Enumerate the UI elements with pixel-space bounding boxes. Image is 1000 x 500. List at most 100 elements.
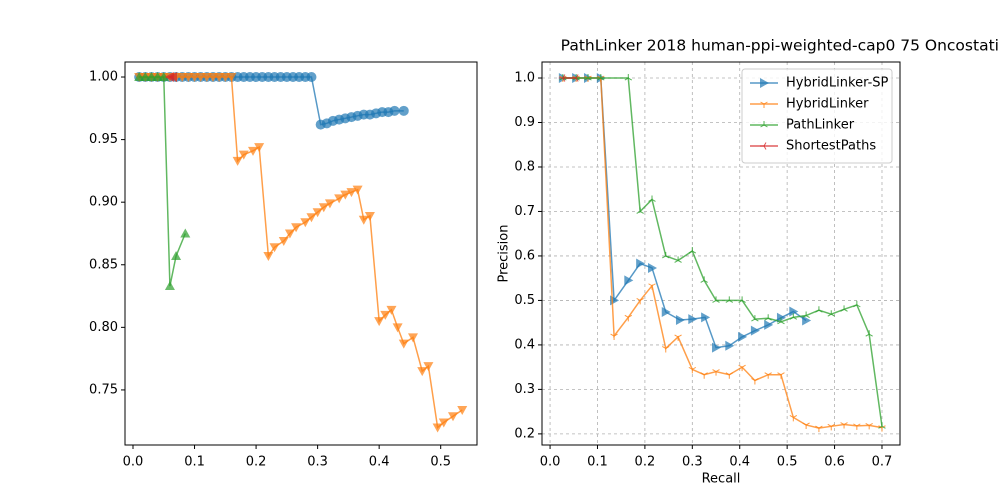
marker [636, 258, 646, 269]
marker [334, 194, 345, 204]
x-tick-label: 0.3 [682, 455, 703, 470]
marker [789, 414, 798, 422]
series-line [139, 76, 187, 287]
marker [164, 281, 175, 291]
marker [438, 418, 449, 428]
marker [248, 146, 258, 156]
marker [352, 185, 363, 195]
marker [738, 331, 748, 342]
y-tick-label: 0.6 [514, 248, 535, 263]
series-line [562, 77, 883, 429]
marker [448, 412, 458, 422]
marker [300, 218, 311, 228]
marker [648, 262, 658, 273]
marker [802, 422, 810, 429]
marker [597, 74, 605, 81]
y-tick-label: 0.7 [514, 204, 535, 219]
marker [853, 300, 861, 308]
marker [457, 405, 468, 415]
marker [661, 306, 671, 317]
y-tick-label: 0.95 [89, 132, 118, 147]
marker [408, 333, 418, 343]
marker [777, 372, 785, 379]
marker [725, 340, 735, 351]
chart-title: PathLinker 2018 human-ppi-weighted-cap0 … [561, 37, 1000, 55]
marker [324, 199, 335, 209]
x-tick-label: 0.6 [824, 455, 845, 470]
marker [318, 203, 329, 213]
marker [662, 346, 670, 353]
marker [712, 369, 720, 376]
x-axis-label: Recall [702, 472, 741, 487]
axes: 0.0 0.1 0.2 0.3 0.4 0.5 0.75 0.80 0.85 0.90 0.95 1.… [89, 61, 478, 470]
marker [751, 315, 759, 322]
marker [358, 215, 369, 225]
series-line [139, 76, 463, 429]
axes: 0.0 0.1 0.2 0.3 0.4 0.5 0.6 0.7 0.2 0.3 0.4 0.5 0.6 0… [497, 37, 1000, 487]
marker [662, 251, 670, 259]
marker [648, 283, 656, 290]
marker [840, 422, 848, 429]
y-tick-label: 0.75 [89, 382, 118, 397]
marker [802, 315, 812, 326]
marker [688, 314, 698, 325]
x-tick-label: 0.4 [369, 455, 390, 470]
plot-area [134, 72, 468, 433]
marker [423, 362, 434, 372]
marker [168, 72, 177, 83]
y-tick-label: 0.80 [89, 320, 118, 335]
marker [386, 305, 397, 315]
marker [700, 276, 708, 283]
marker [648, 195, 656, 202]
marker [584, 74, 592, 81]
legend-label: HybridLinker-SP [786, 76, 889, 91]
marker [815, 425, 823, 433]
marker [688, 247, 697, 254]
marker [776, 312, 786, 323]
marker [725, 372, 734, 379]
x-tick-label: 0.0 [540, 455, 561, 470]
y-tick-label: 0.5 [514, 293, 535, 308]
marker [750, 325, 760, 336]
x-tick-label: 0.5 [430, 455, 451, 470]
axis-frame [541, 61, 901, 446]
x-tick-label: 0.2 [246, 455, 267, 470]
marker [751, 378, 759, 385]
legend-label: ShortestPaths [786, 139, 876, 154]
marker [675, 315, 685, 326]
marker [674, 256, 682, 263]
marker [284, 229, 295, 239]
marker [789, 313, 798, 320]
y-tick-label: 0.85 [89, 257, 118, 272]
marker [688, 366, 697, 374]
marker [158, 72, 169, 82]
marker [827, 310, 835, 317]
x-tick-label: 0.2 [635, 455, 656, 470]
marker [254, 143, 265, 153]
marker [789, 306, 799, 317]
marker [760, 78, 769, 88]
marker [865, 422, 873, 430]
axis-frame [124, 61, 478, 446]
marker [572, 74, 579, 82]
marker [291, 223, 302, 233]
marker [624, 314, 633, 322]
legend-label: PathLinker [786, 118, 855, 133]
y-tick-label: 0.9 [514, 115, 535, 130]
marker [171, 251, 182, 261]
marker [777, 317, 785, 325]
x-tick-label: 0.0 [123, 455, 144, 470]
y-tick-label: 0.4 [514, 337, 535, 352]
marker [853, 423, 861, 430]
marker [865, 330, 873, 337]
x-tick-label: 0.1 [184, 455, 205, 470]
x-tick-label: 0.5 [777, 455, 798, 470]
y-tick-label: 1.00 [89, 70, 118, 85]
legend-label: HybridLinker [786, 97, 869, 112]
marker [269, 243, 280, 253]
marker [701, 312, 711, 323]
y-tick-label: 0.2 [514, 426, 535, 441]
marker [232, 156, 243, 166]
marker [636, 207, 644, 214]
legend-box [741, 68, 893, 164]
